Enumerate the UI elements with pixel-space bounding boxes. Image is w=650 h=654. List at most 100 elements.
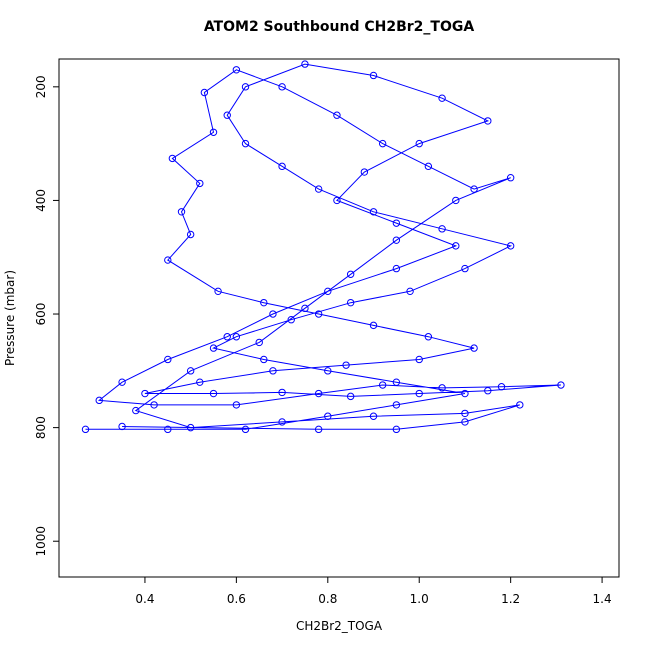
data-point <box>438 225 446 233</box>
data-point <box>232 401 241 409</box>
data-point <box>132 406 140 415</box>
data-point <box>369 321 378 330</box>
data-point <box>346 270 355 278</box>
data-point <box>260 298 268 307</box>
data-point <box>470 344 478 352</box>
data-point <box>241 83 250 91</box>
data-point <box>196 179 204 188</box>
data-point <box>81 425 90 434</box>
data-point <box>118 422 126 431</box>
data-point <box>209 389 218 398</box>
data-point <box>461 389 469 398</box>
data-point <box>118 378 126 386</box>
data-point <box>232 333 241 341</box>
data-point <box>415 139 423 148</box>
data-point <box>164 355 172 364</box>
data-point <box>314 185 323 193</box>
data-point <box>470 185 478 193</box>
data-point <box>369 71 378 80</box>
data-point <box>278 418 286 426</box>
data-point <box>278 388 286 397</box>
x-tick-label: 0.8 <box>318 592 337 606</box>
data-point <box>287 316 295 324</box>
data-point <box>177 208 186 216</box>
data-point <box>461 409 469 418</box>
data-point <box>168 154 177 163</box>
data-point <box>392 425 401 434</box>
y-tick-label: 800 <box>34 416 48 439</box>
data-line <box>85 63 561 430</box>
data-point <box>186 423 195 432</box>
data-point <box>506 174 515 182</box>
data-point <box>241 425 250 434</box>
data-point <box>196 378 204 386</box>
data-point <box>484 387 492 395</box>
y-tick-label: 200 <box>34 75 48 98</box>
data-point <box>214 287 222 296</box>
data-point <box>186 230 195 239</box>
data-point <box>223 111 231 119</box>
data-point <box>260 355 268 364</box>
data-point <box>369 412 378 420</box>
data-point <box>392 378 401 386</box>
data-point <box>200 88 209 97</box>
y-tick-label: 400 <box>34 189 48 212</box>
data-point <box>241 139 250 148</box>
data-point <box>438 94 446 102</box>
data-point <box>164 256 172 264</box>
data-point <box>255 338 263 347</box>
data-point <box>324 367 332 375</box>
data-point <box>269 367 277 375</box>
data-point <box>452 242 460 250</box>
data-point <box>141 389 149 398</box>
data-point <box>301 60 309 68</box>
data-point <box>506 242 515 250</box>
data-point <box>424 333 433 341</box>
data-point <box>301 304 309 313</box>
data-point <box>150 401 158 409</box>
y-axis-label: Pressure (mbar) <box>3 270 17 366</box>
data-point <box>452 196 460 205</box>
data-point <box>324 412 332 420</box>
x-axis-label: CH2Br2_TOGA <box>296 619 383 633</box>
data-point <box>333 111 341 119</box>
data-point <box>378 139 387 148</box>
data-point <box>164 425 172 434</box>
x-tick-label: 0.4 <box>135 592 154 606</box>
y-tick-label: 1000 <box>34 526 48 557</box>
data-point <box>278 162 286 171</box>
data-point <box>346 392 355 401</box>
x-tick-label: 1.2 <box>501 592 520 606</box>
data-point <box>438 384 446 392</box>
data-point <box>186 367 195 375</box>
data-point <box>269 310 277 318</box>
data-point <box>324 287 332 296</box>
data-point <box>314 310 323 318</box>
data-point <box>209 344 218 352</box>
data-point <box>278 83 286 91</box>
data-point <box>461 418 469 426</box>
x-tick-label: 1.4 <box>593 592 612 606</box>
data-point <box>424 162 433 171</box>
data-point <box>406 287 414 296</box>
data-point <box>392 236 401 244</box>
data-point <box>392 401 401 409</box>
data-point <box>223 333 231 341</box>
y-tick-label: 600 <box>34 303 48 326</box>
data-point <box>392 264 401 273</box>
data-point <box>342 361 350 369</box>
data-point <box>557 381 565 389</box>
data-point <box>392 219 401 227</box>
x-tick-label: 1.0 <box>410 592 429 606</box>
data-point <box>333 196 341 205</box>
data-point <box>497 383 506 391</box>
data-point <box>95 396 103 405</box>
data-point <box>378 381 387 389</box>
x-tick-label: 0.6 <box>227 592 246 606</box>
data-point <box>415 389 423 398</box>
data-point <box>461 264 469 273</box>
data-point <box>484 117 492 125</box>
data-point <box>346 298 355 307</box>
data-point <box>369 208 378 216</box>
